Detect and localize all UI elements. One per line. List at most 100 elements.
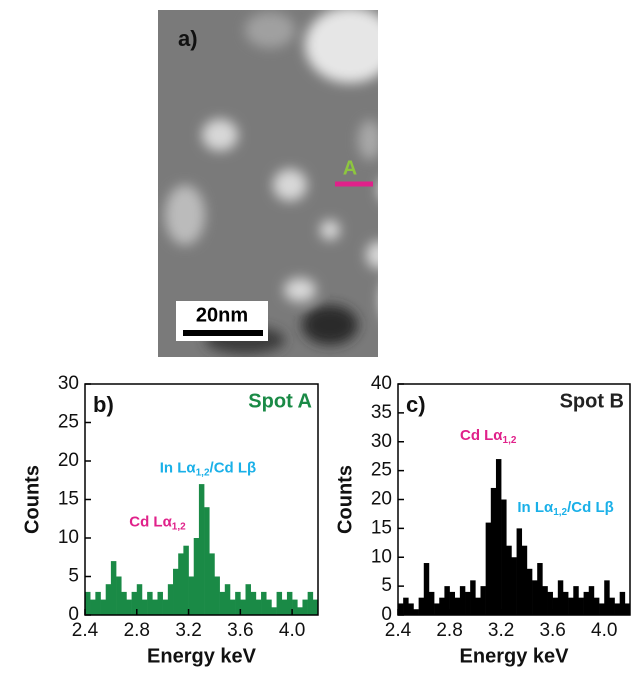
bar (511, 557, 516, 615)
annotation: In Lα1,2/Cd Lβ (517, 499, 613, 518)
bar (297, 607, 302, 615)
y-tick-label: 40 (371, 373, 392, 394)
bar (230, 600, 235, 615)
bar (475, 598, 480, 615)
bar (240, 600, 245, 615)
y-tick-label: 25 (371, 460, 392, 481)
x-tick-label: 4.0 (591, 620, 617, 641)
bar (480, 586, 485, 615)
bar (522, 546, 527, 615)
bar (178, 553, 183, 615)
annotation: Cd Lα1,2 (460, 427, 517, 446)
bar (173, 569, 178, 615)
annotation-text: In Lα (160, 460, 197, 477)
annotation-subscript: 1,2 (196, 467, 210, 478)
bar (460, 586, 465, 615)
x-axis-title: Energy keV (460, 645, 570, 667)
y-tick-label: 30 (58, 373, 79, 394)
bar (137, 584, 142, 615)
x-tick-label: 2.8 (436, 620, 462, 641)
bar (142, 600, 147, 615)
bar (470, 580, 475, 615)
bar (609, 598, 614, 615)
y-tick-label: 10 (371, 546, 392, 567)
y-tick-label: 15 (371, 517, 392, 538)
bar (225, 584, 230, 615)
annotation-text: Cd Lα (460, 427, 503, 444)
annotation-tail: /Cd Lβ (567, 499, 614, 516)
bar (594, 598, 599, 615)
chart-title: Spot A (248, 390, 312, 412)
x-tick-label: 3.6 (539, 620, 565, 641)
bar (204, 507, 209, 615)
scale-bar (183, 330, 263, 336)
bar (429, 592, 434, 615)
x-tick-label: 4.0 (279, 620, 305, 641)
y-tick-label: 10 (58, 527, 79, 548)
bar (106, 584, 111, 615)
bar (126, 600, 131, 615)
bar (542, 586, 547, 615)
bar (578, 598, 583, 615)
bar (95, 592, 100, 615)
annotation: In Lα1,2/Cd Lβ (160, 460, 256, 479)
bar (168, 584, 173, 615)
bar (292, 600, 297, 615)
bar (302, 600, 307, 615)
annotation-subscript: 1,2 (503, 435, 517, 446)
bar (277, 592, 282, 615)
bar (506, 546, 511, 615)
y-tick-label: 20 (371, 489, 392, 510)
bar (261, 592, 266, 615)
bar (199, 484, 204, 615)
bar (491, 488, 496, 615)
x-tick-label: 2.4 (72, 620, 99, 641)
bar (220, 592, 225, 615)
annotation: Cd Lα1,2 (129, 514, 186, 533)
bar (403, 598, 408, 615)
x-tick-label: 2.8 (124, 620, 150, 641)
y-tick-label: 5 (381, 575, 392, 596)
bar (408, 603, 413, 615)
bar (517, 528, 522, 615)
bar (434, 603, 439, 615)
bar (424, 563, 429, 615)
bar (615, 603, 620, 615)
bar (398, 603, 403, 615)
x-axis-title: Energy keV (147, 645, 257, 667)
bar (90, 600, 95, 615)
bar (501, 500, 506, 616)
scale-bar-label: 20nm (196, 304, 248, 326)
bar (568, 598, 573, 615)
spot-label: A (343, 157, 357, 179)
y-tick-label: 15 (58, 489, 79, 510)
figure: 20nm a) A B 0510152025302.42.83.23.64.0E… (0, 0, 634, 684)
y-tick-label: 25 (58, 412, 79, 433)
bar (251, 592, 256, 615)
bar (620, 592, 625, 615)
bar (419, 598, 424, 615)
annotation-text: In Lα (517, 499, 554, 516)
x-tick-label: 3.6 (227, 620, 253, 641)
bar (450, 592, 455, 615)
bar (455, 598, 460, 615)
bar (101, 600, 106, 615)
bar (532, 580, 537, 615)
bar (573, 586, 578, 615)
bar (439, 598, 444, 615)
panel-label: b) (93, 392, 114, 417)
bar (246, 584, 251, 615)
bar (558, 580, 563, 615)
y-tick-label: 35 (371, 402, 392, 423)
bar (604, 580, 609, 615)
bar (553, 598, 558, 615)
chart-title: Spot B (560, 390, 624, 412)
bar (189, 577, 194, 616)
panel-label: c) (406, 392, 426, 417)
bar (496, 459, 501, 615)
bar (266, 600, 271, 615)
y-tick-label: 5 (68, 566, 79, 587)
bar (486, 523, 491, 615)
x-tick-label: 3.2 (488, 620, 514, 641)
bar (256, 600, 261, 615)
